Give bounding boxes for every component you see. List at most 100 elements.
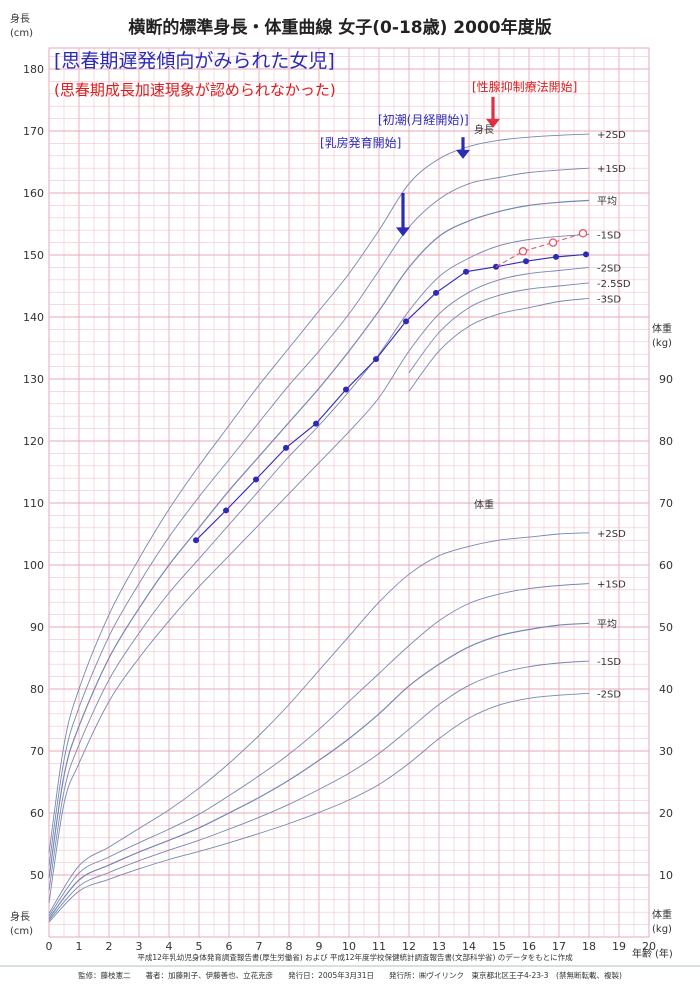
projection-point <box>548 238 558 247</box>
age-axis-label: 年齢 <box>632 947 652 960</box>
patient-height-point <box>343 386 349 393</box>
event-arrows <box>396 96 500 237</box>
curve-weight-label: 体重 <box>474 498 494 511</box>
height-curve--2SD <box>48 266 590 903</box>
height-tick-label: 60 <box>30 807 44 820</box>
patient-height-point <box>403 318 409 325</box>
height-curve--1SD <box>48 234 590 891</box>
weight-sd-label: +2SD <box>597 529 626 540</box>
x-tick-label: 16 <box>522 940 536 953</box>
patient-height-point <box>253 476 259 483</box>
grid <box>48 47 650 938</box>
height-tick-label: 170 <box>23 125 44 138</box>
weight-tick-label: 60 <box>659 559 673 572</box>
height-tick-label: 160 <box>23 187 44 200</box>
weight-tick-label: 50 <box>659 621 673 634</box>
patient-height-point <box>583 251 589 258</box>
footnote-source: 平成12年乳幼児身体発育調査報告書(厚生労働省) および 平成12年度学校保健統… <box>137 952 573 962</box>
weight-curve--2SD <box>48 692 590 923</box>
height-tick-label: 80 <box>30 683 44 696</box>
height-tick-label: 140 <box>23 311 44 324</box>
height-curve-+1SD <box>48 167 590 866</box>
height-axis-unit-top: (cm) <box>10 28 33 39</box>
x-tick-label: 12 <box>402 940 416 953</box>
height-sd-label: +2SD <box>597 130 626 141</box>
x-tick-label: 14 <box>462 940 476 953</box>
curve-height-label: 身長 <box>474 123 494 136</box>
projection-point <box>518 247 528 256</box>
axis-ticks: 0 1 2 3 4 5 6 7 8 9 10 11 12 13 14 15 16 17 18 19 2050607080… <box>23 63 673 953</box>
weight-axis-label-bottom: 体重 <box>652 908 672 921</box>
weight-tick-label: 90 <box>659 373 673 386</box>
weight-tick-label: 40 <box>659 683 673 696</box>
patient-height-point <box>193 537 199 544</box>
x-tick-label: 18 <box>582 940 596 953</box>
x-tick-label: 6 <box>226 940 233 953</box>
patient-height-point <box>433 289 439 296</box>
weight-tick-label: 10 <box>659 869 673 882</box>
patient-height-line <box>195 253 587 541</box>
annotation-breast: [乳房発育開始] <box>320 135 401 150</box>
height-axis-label-top: 身長 <box>10 12 30 25</box>
age-axis-unit: (年) <box>655 947 673 960</box>
height-tick-label: 120 <box>23 435 44 448</box>
height-axis-label-bottom: 身長 <box>10 910 30 923</box>
height-sd-label: -1SD <box>597 231 621 242</box>
height-tick-label: 180 <box>23 63 44 76</box>
height-curve--2.5SD <box>408 282 590 374</box>
patient-height-point <box>553 253 559 260</box>
height-tick-label: 50 <box>30 869 44 882</box>
x-tick-label: 5 <box>196 940 203 953</box>
height-tick-label: 110 <box>23 497 44 510</box>
height-curve-+2SD <box>48 133 590 854</box>
annotation-menarche: [初潮(月経開始)] <box>378 112 469 127</box>
case-heading: [思春期遅発傾向がみられた女児] <box>54 50 335 72</box>
weight-curve--1SD <box>48 660 590 921</box>
x-tick-label: 4 <box>166 940 173 953</box>
height-curve--3SD <box>408 297 590 392</box>
height-tick-label: 130 <box>23 373 44 386</box>
weight-tick-label: 80 <box>659 435 673 448</box>
patient-height-point <box>523 258 529 265</box>
height-sd-label: 平均 <box>597 195 617 207</box>
weight-axis-unit-bottom: (kg) <box>652 924 672 935</box>
x-tick-label: 2 <box>106 940 113 953</box>
weight-axis-unit-top: (kg) <box>652 338 672 349</box>
chart-title: 横断的標準身長・体重曲線 女子(0-18歳) 2000年度版 <box>128 17 551 38</box>
x-tick-label: 19 <box>612 940 626 953</box>
weight-tick-label: 70 <box>659 497 673 510</box>
x-tick-label: 20 <box>642 940 656 953</box>
case-subheading: (思春期成長加速現象が認められなかった) <box>54 81 336 99</box>
x-tick-label: 10 <box>342 940 356 953</box>
weight-tick-label: 20 <box>659 807 673 820</box>
height-curve-平均 <box>48 199 590 879</box>
weight-axis-label-top: 体重 <box>652 322 672 335</box>
weight-curve-平均 <box>48 622 590 919</box>
height-tick-label: 100 <box>23 559 44 572</box>
weight-sd-label: 平均 <box>597 618 617 630</box>
weight-sd-label: -2SD <box>597 689 621 700</box>
plot-border <box>48 47 650 938</box>
x-tick-label: 11 <box>372 940 386 953</box>
patient-height-point <box>463 268 469 275</box>
height-tick-label: 150 <box>23 249 44 262</box>
x-tick-label: 8 <box>286 940 293 953</box>
weight-sd-label: -1SD <box>597 657 621 668</box>
x-tick-label: 0 <box>46 940 53 953</box>
footer-credits: 監修：藤枝憲二 著者：加藤則子、伊藤善也、立花克彦 発行日：2005年3月31日… <box>78 970 622 980</box>
height-sd-label: +1SD <box>597 164 626 175</box>
height-sd-label: -2SD <box>597 263 621 274</box>
x-tick-label: 13 <box>432 940 446 953</box>
projection-point <box>578 229 588 238</box>
x-tick-label: 7 <box>256 940 263 953</box>
patient-height-point <box>313 420 319 427</box>
x-tick-label: 1 <box>76 940 83 953</box>
x-tick-label: 9 <box>316 940 323 953</box>
weight-curve-+2SD <box>48 532 590 914</box>
height-sd-label: -3SD <box>597 294 621 305</box>
weight-sd-label: +1SD <box>597 580 626 591</box>
x-tick-label: 3 <box>136 940 143 953</box>
x-tick-label: 15 <box>492 940 506 953</box>
arrow-therapy-head <box>486 118 500 128</box>
